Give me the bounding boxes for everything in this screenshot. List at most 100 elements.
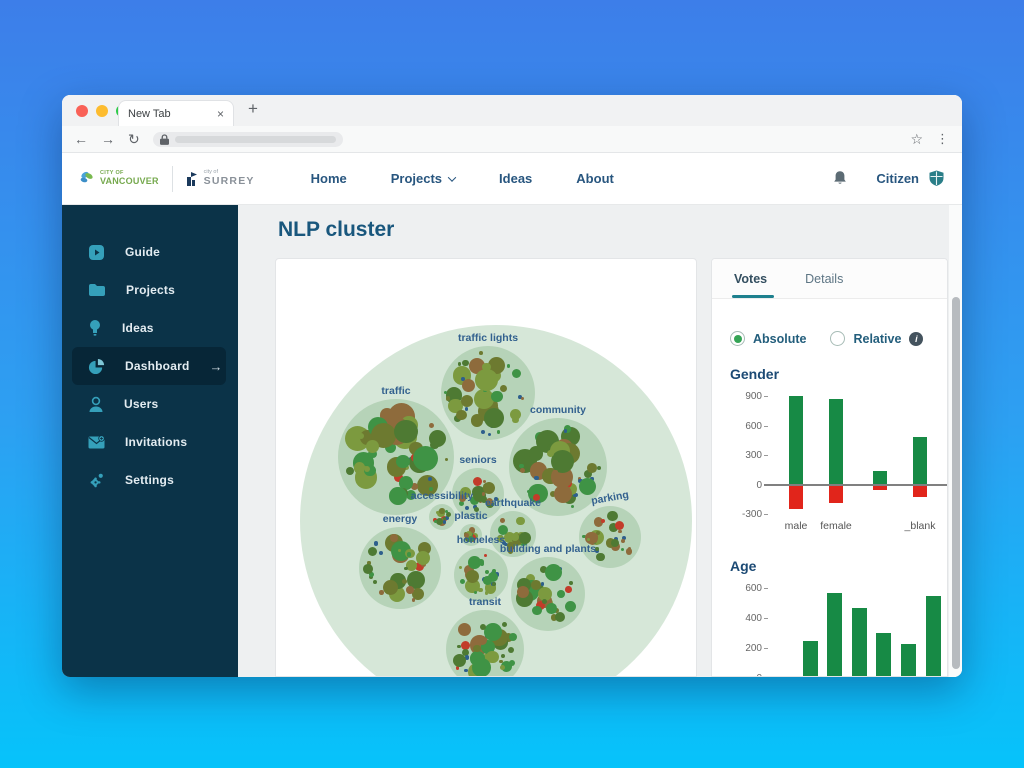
cluster-circle-homeless[interactable] [454, 548, 508, 602]
idea-bubble[interactable] [596, 466, 601, 471]
idea-bubble[interactable] [458, 362, 462, 366]
idea-bubble[interactable] [467, 556, 481, 569]
idea-bubble[interactable] [470, 414, 484, 427]
sidebar-item-users[interactable]: Users [72, 385, 226, 423]
idea-bubble[interactable] [605, 538, 616, 548]
idea-bubble[interactable] [413, 446, 439, 472]
idea-bubble[interactable] [462, 359, 469, 367]
idea-bubble[interactable] [430, 440, 439, 449]
idea-bubble[interactable] [439, 508, 445, 514]
idea-bubble[interactable] [509, 409, 521, 421]
sidebar-item-invitations[interactable]: Invitations [72, 423, 226, 461]
idea-bubble[interactable] [394, 419, 419, 444]
idea-bubble[interactable] [456, 644, 461, 649]
idea-bubble[interactable] [460, 377, 465, 381]
idea-bubble[interactable] [511, 532, 519, 541]
radio-relative[interactable]: Relative i [830, 331, 924, 346]
idea-bubble[interactable] [622, 536, 627, 541]
idea-bubble[interactable] [482, 362, 491, 371]
idea-bubble[interactable] [445, 458, 449, 462]
idea-bubble[interactable] [358, 433, 364, 439]
idea-bubble[interactable] [397, 548, 401, 552]
minimize-window-icon[interactable] [96, 105, 108, 117]
idea-bubble[interactable] [486, 650, 499, 664]
idea-bubble[interactable] [484, 590, 489, 595]
idea-bubble[interactable] [471, 658, 491, 676]
idea-bubble[interactable] [520, 396, 524, 401]
idea-bubble[interactable] [492, 582, 496, 587]
idea-bubble[interactable] [416, 474, 439, 497]
idea-bubble[interactable] [480, 429, 486, 434]
idea-bubble[interactable] [368, 449, 377, 459]
idea-bubble[interactable] [541, 582, 545, 586]
idea-bubble[interactable] [473, 644, 481, 653]
idea-bubble[interactable] [554, 484, 573, 503]
idea-bubble[interactable] [517, 395, 522, 400]
idea-bubble[interactable] [503, 542, 508, 547]
idea-bubble[interactable] [519, 467, 526, 474]
idea-bubble[interactable] [393, 473, 403, 483]
idea-bubble[interactable] [607, 510, 618, 522]
idea-bubble[interactable] [496, 430, 501, 434]
idea-bubble[interactable] [402, 545, 407, 550]
idea-bubble[interactable] [401, 579, 407, 585]
idea-bubble[interactable] [500, 653, 506, 659]
idea-bubble[interactable] [621, 548, 625, 552]
idea-bubble[interactable] [507, 647, 514, 654]
idea-bubble[interactable] [496, 498, 500, 502]
idea-bubble[interactable] [552, 469, 558, 475]
idea-bubble[interactable] [365, 439, 379, 453]
idea-bubble[interactable] [353, 462, 366, 474]
idea-bubble[interactable] [525, 573, 535, 583]
idea-bubble[interactable] [595, 547, 599, 551]
idea-bubble[interactable] [550, 491, 557, 498]
idea-bubble[interactable] [445, 512, 451, 518]
idea-bubble[interactable] [372, 579, 377, 584]
page-scrollbar-thumb[interactable] [951, 297, 960, 669]
idea-bubble[interactable] [433, 517, 438, 522]
idea-bubble[interactable] [563, 425, 571, 433]
idea-bubble[interactable] [405, 490, 416, 501]
idea-bubble[interactable] [406, 552, 412, 557]
idea-bubble[interactable] [459, 565, 463, 570]
idea-bubble[interactable] [563, 429, 567, 433]
idea-bubble[interactable] [500, 664, 505, 670]
idea-bubble[interactable] [463, 532, 469, 538]
idea-bubble[interactable] [460, 641, 470, 651]
idea-bubble[interactable] [596, 530, 601, 535]
browser-tab[interactable]: New Tab × [118, 100, 234, 126]
idea-bubble[interactable] [442, 519, 447, 524]
idea-bubble[interactable] [516, 516, 525, 526]
idea-bubble[interactable] [587, 463, 598, 473]
idea-bubble[interactable] [568, 580, 573, 585]
address-bar[interactable] [152, 131, 343, 147]
idea-bubble[interactable] [507, 548, 514, 554]
idea-bubble[interactable] [508, 632, 518, 642]
idea-bubble[interactable] [389, 533, 398, 542]
idea-bubble[interactable] [609, 522, 618, 532]
idea-bubble[interactable] [479, 623, 486, 630]
idea-bubble[interactable] [571, 489, 577, 494]
radio-circle-icon[interactable] [830, 331, 846, 346]
sidebar-item-guide[interactable]: Guide [72, 233, 226, 271]
idea-bubble[interactable] [461, 378, 475, 392]
idea-bubble[interactable] [369, 575, 374, 580]
idea-bubble[interactable] [507, 542, 516, 551]
idea-bubble[interactable] [404, 566, 408, 571]
idea-bubble[interactable] [362, 564, 373, 575]
panel-tab-votes[interactable]: Votes [731, 272, 775, 298]
idea-bubble[interactable] [550, 614, 558, 622]
idea-bubble[interactable] [428, 486, 433, 492]
idea-bubble[interactable] [554, 611, 565, 622]
idea-bubble[interactable] [484, 407, 505, 428]
idea-bubble[interactable] [416, 550, 431, 565]
idea-bubble[interactable] [498, 525, 509, 535]
idea-bubble[interactable] [532, 605, 542, 616]
idea-bubble[interactable] [506, 364, 511, 369]
idea-bubble[interactable] [483, 553, 487, 557]
reload-icon[interactable]: ↻ [128, 131, 140, 147]
idea-bubble[interactable] [564, 601, 577, 613]
radio-absolute[interactable]: Absolute [730, 331, 806, 346]
idea-bubble[interactable] [565, 586, 572, 593]
radio-circle-icon[interactable] [730, 331, 745, 346]
